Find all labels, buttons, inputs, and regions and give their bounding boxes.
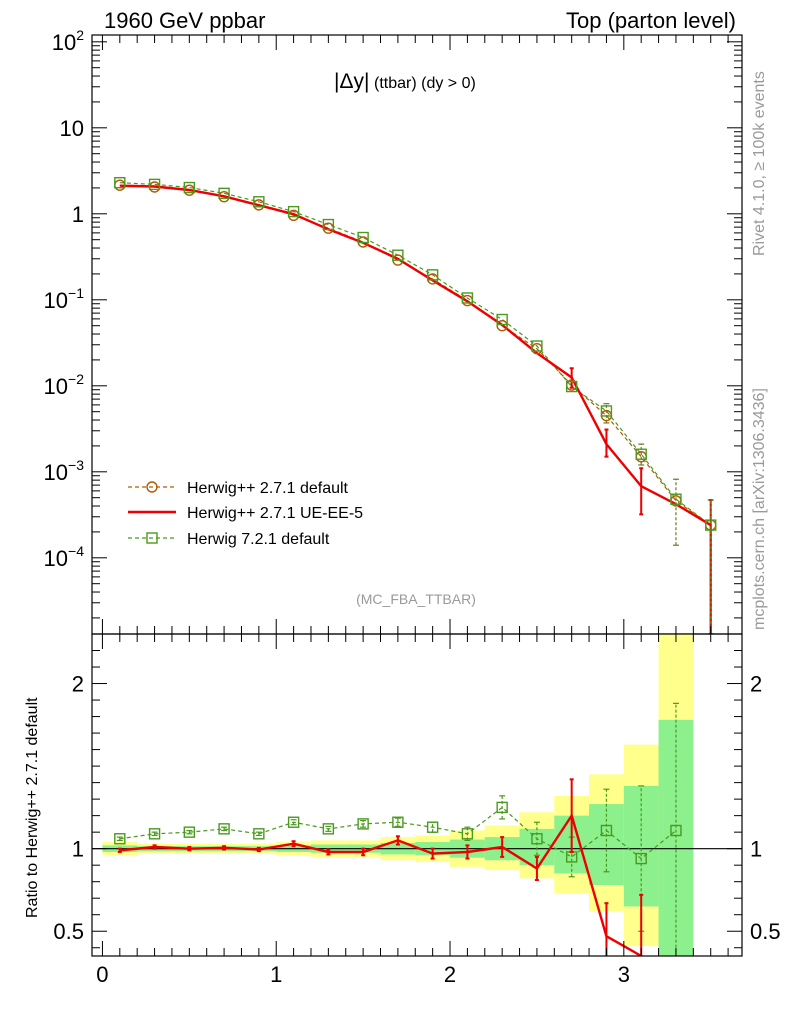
- ratio-point-herwig7: [392, 816, 404, 828]
- point-herwig7-default: [392, 249, 404, 261]
- ratio-point-herwig7: [148, 828, 161, 840]
- point-herwig7-default: [461, 292, 474, 304]
- ratio-point-herwig7: [461, 828, 474, 840]
- legend-marker-circle: [146, 481, 158, 493]
- ratio-point-herwig7: [496, 801, 508, 814]
- point-herwig7-default: [670, 493, 682, 505]
- ratio-frame: [91, 633, 743, 957]
- point-herwigpp-default: [496, 319, 508, 332]
- point-herwig7-default: [426, 269, 439, 281]
- ratio-y-label-left: 1: [72, 837, 84, 862]
- y-tick-label: 10−4: [44, 543, 85, 571]
- ratio-x-label: 1: [270, 962, 282, 987]
- ratio-point-herwig7: [183, 826, 196, 838]
- ratio-point-herwig7: [287, 816, 300, 828]
- legend-label-h7: Herwig 7.2.1 default: [187, 531, 330, 548]
- ratio-point-herwig7: [635, 852, 647, 865]
- main-plot: 102 10 1 10−1 10−2 10−3 10−4 |Δy| (ttbar) (dy …: [44, 27, 743, 635]
- point-herwig7-default: [218, 187, 230, 200]
- analysis-watermark: (MC_FBA_TTBAR): [356, 591, 476, 607]
- point-herwig7-default: [600, 405, 613, 417]
- line-herwigpp-ueee5: [119, 184, 712, 527]
- ratio-point-herwig7: [670, 824, 682, 837]
- ratio-y-label-right: 2: [750, 672, 762, 697]
- y-tick-label: 1: [72, 202, 84, 227]
- header-right: Top (parton level): [566, 8, 736, 33]
- y-tick-label: 10−1: [44, 285, 85, 313]
- main-title: |Δy|: [334, 70, 369, 93]
- ratio-point-herwig7: [600, 824, 613, 837]
- point-herwig7-default: [287, 205, 300, 218]
- line-herwig7-default: [119, 182, 712, 526]
- ratio-y-label-left: 2: [72, 672, 84, 697]
- ratio-point-herwig7: [114, 833, 126, 845]
- header-left: 1960 GeV ppbar: [104, 8, 265, 33]
- ratio-point-herwig7: [218, 823, 230, 835]
- ratio-y-label-right: 0.5: [750, 919, 781, 944]
- ratio-point-herwig7: [426, 821, 439, 833]
- ratio-x-label: 2: [444, 962, 456, 987]
- ratio-point-herwig7: [357, 818, 369, 830]
- legend-label-default: Herwig++ 2.7.1 default: [187, 480, 349, 497]
- ratio-point-herwig7: [531, 833, 543, 845]
- y-tick-label: 10−3: [44, 457, 85, 485]
- ratio-y-label-left: 0.5: [53, 919, 84, 944]
- main-subtitle: (ttbar) (dy > 0): [374, 75, 476, 92]
- ratio-x-label: 0: [96, 962, 108, 987]
- ratio-point-herwig7: [253, 828, 265, 840]
- legend-marker-square: [146, 532, 158, 544]
- point-herwig7-default: [635, 448, 647, 460]
- point-herwig7-default: [148, 178, 161, 191]
- point-herwig7-default: [705, 519, 717, 531]
- y-tick-label: 10: [60, 116, 84, 141]
- ratio-plot: 0.5 0.5 1 1 2 2 0 1 2 3 Ratio to Herwig++ 2.7.1 d…: [24, 633, 781, 987]
- point-herwig7-default: [496, 313, 508, 326]
- point-herwig7-default: [253, 196, 265, 208]
- ratio-x-label: 3: [618, 962, 630, 987]
- legend: Herwig++ 2.7.1 default Herwig++ 2.7.1 UE…: [128, 480, 363, 548]
- mcplots-label: mcplots.cern.ch [arXiv:1306.3436]: [751, 388, 768, 630]
- line-herwigpp-default: [119, 184, 712, 526]
- point-herwig7-default: [183, 181, 196, 194]
- point-herwig7-default: [357, 231, 369, 244]
- y-tick-label: 10−2: [44, 371, 85, 399]
- ratio-y-label-right: 1: [750, 837, 762, 862]
- legend-label-ueee5: Herwig++ 2.7.1 UE-EE-5: [187, 505, 363, 522]
- point-herwig7-default: [531, 340, 543, 352]
- rivet-label: Rivet 4.1.0, ≥ 100k events: [751, 71, 768, 256]
- point-herwig7-default: [114, 176, 126, 189]
- ratio-ylabel: Ratio to Herwig++ 2.7.1 default: [24, 697, 41, 918]
- point-herwig7-default: [565, 380, 578, 393]
- y-tick-label: 102: [52, 27, 84, 55]
- point-herwig7-default: [322, 218, 335, 231]
- ratio-line-herwig7: [119, 806, 677, 860]
- ratio-point-herwig7: [322, 823, 335, 835]
